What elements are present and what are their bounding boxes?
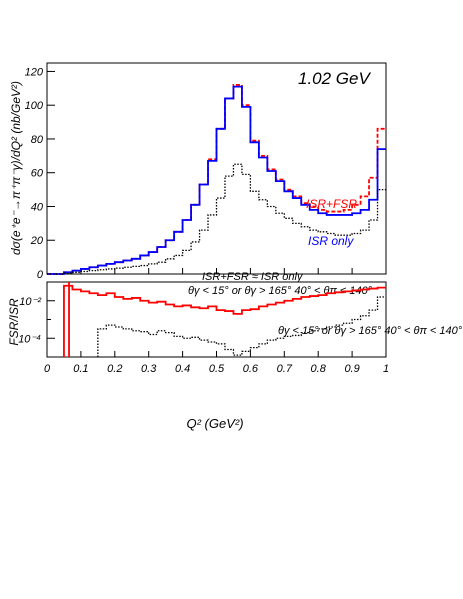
x-tick-label-8: 0.8 <box>311 363 327 375</box>
top-y-tick-label-4: 80 <box>31 134 44 146</box>
note-approx: ISR+FSR ≈ ISR only <box>202 271 304 283</box>
x-tick-label-7: 0.7 <box>277 363 293 375</box>
x-tick-label-2: 0.2 <box>107 363 122 375</box>
top-y-tick-label-5: 100 <box>25 100 44 112</box>
x-axis-label: Q² (GeV²) <box>186 416 243 431</box>
top-series-group <box>47 84 386 275</box>
bottom-y-ticks: 10⁻² 10⁻⁴ <box>18 281 55 358</box>
bottom-x-ticks: 0 0.1 0.2 0.3 0.4 0.5 0.6 0.7 0.8 0.9 1 <box>44 351 389 375</box>
bottom-series-group <box>63 282 386 357</box>
top-y-tick-label-0: 0 <box>37 269 44 281</box>
series-label-isr-fsr: ISR+FSR <box>306 197 357 211</box>
bottom-panel: 10⁻² 10⁻⁴ 0 0.1 0.2 0.3 0.4 0.5 0.6 0.7 0.8 0.9 1 θ… <box>7 281 463 431</box>
top-series-1 <box>47 85 386 275</box>
bottom-y-tick-label-0: 10⁻² <box>19 296 41 308</box>
series-label-isr-only: ISR only <box>308 234 354 248</box>
x-tick-label-0: 0 <box>44 363 51 375</box>
cut-text-bottom: θγ < 15° or θγ > 165° 40° < θπ < 140° <box>278 325 463 337</box>
top-y-ticks: 0 20 40 60 80 100 120 <box>25 66 55 281</box>
bottom-y-tick-label-1: 10⁻⁴ <box>18 333 41 345</box>
top-y-axis-label: dσ(e⁺e⁻→π⁺π⁻γ)/dQ² (nb/GeV²) <box>9 81 23 255</box>
top-panel: 0 20 40 60 80 100 120 1.02 GeV ISR+FSR ISR onl… <box>9 62 387 297</box>
top-series-2 <box>47 163 386 275</box>
bottom-series-0 <box>63 284 386 357</box>
top-y-tick-label-6: 120 <box>25 66 44 78</box>
energy-label: 1.02 GeV <box>298 69 371 88</box>
top-y-tick-label-2: 40 <box>31 201 44 213</box>
x-tick-label-5: 0.5 <box>209 363 225 375</box>
x-tick-label-3: 0.3 <box>141 363 157 375</box>
bottom-y-axis-label: FSR/ISR <box>7 298 21 346</box>
x-tick-label-1: 0.1 <box>73 363 88 375</box>
top-y-tick-label-1: 20 <box>30 235 44 247</box>
x-tick-label-9: 0.9 <box>344 363 359 375</box>
x-tick-label-4: 0.4 <box>175 363 190 375</box>
x-tick-label-10: 1 <box>383 363 389 375</box>
x-tick-label-6: 0.6 <box>243 363 259 375</box>
top-y-tick-label-3: 60 <box>31 168 44 180</box>
